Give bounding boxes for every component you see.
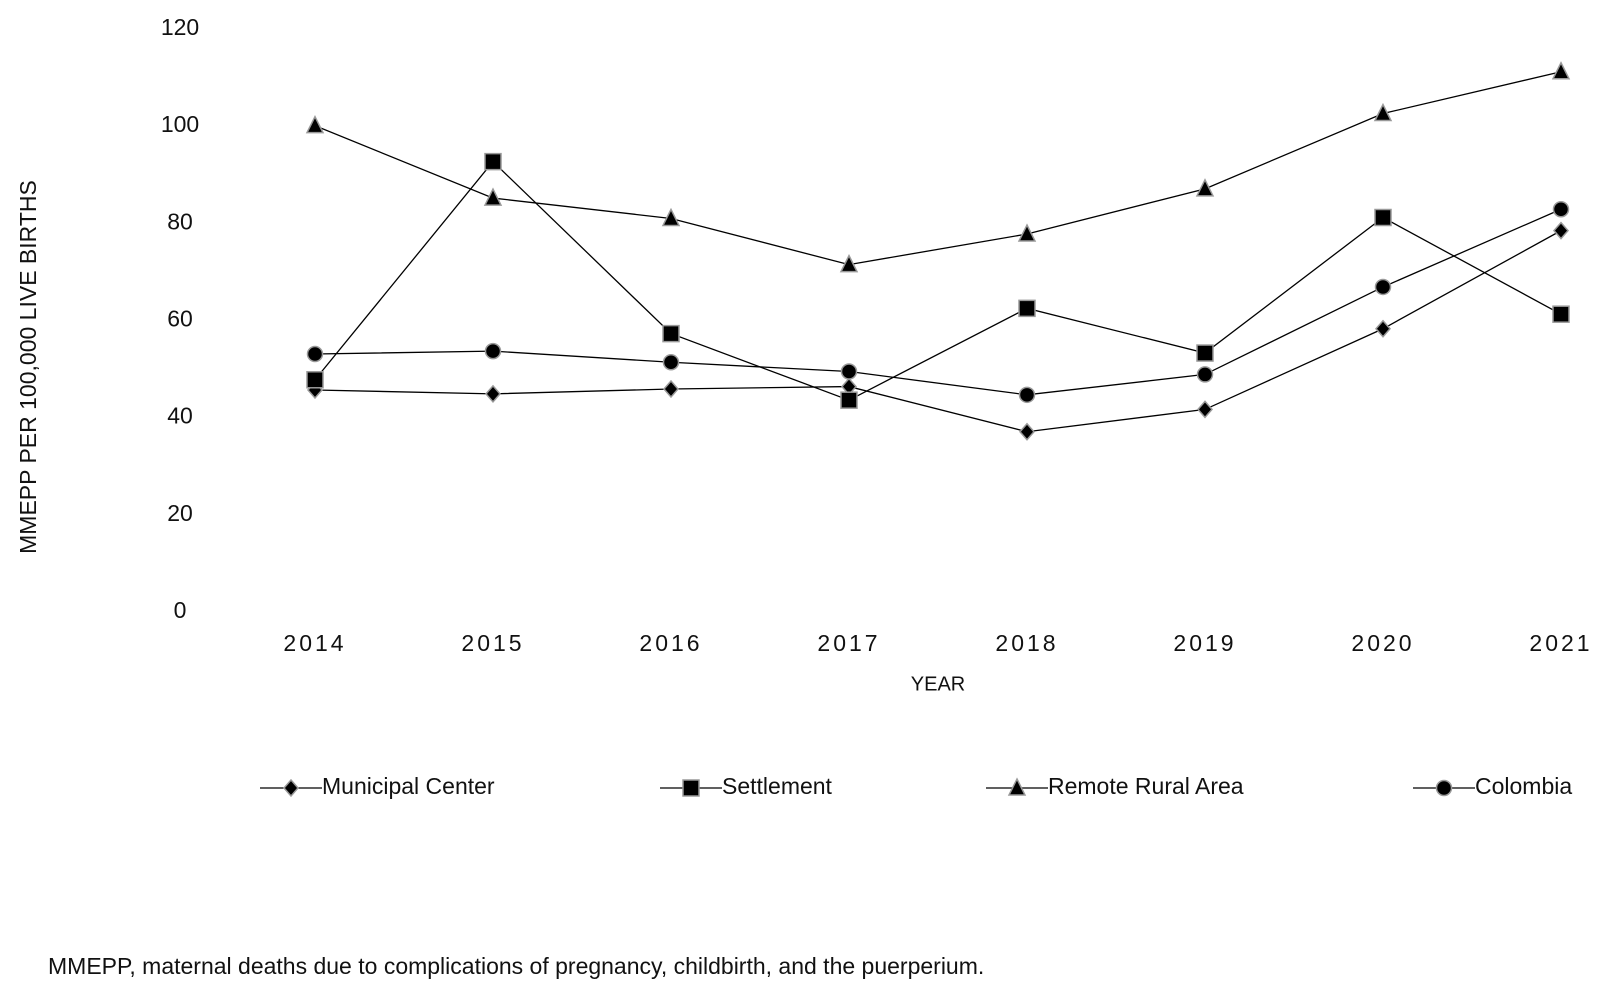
y-tick-label: 0 bbox=[174, 597, 187, 623]
series-line bbox=[314, 160, 1562, 401]
marker bbox=[1017, 223, 1037, 242]
marker bbox=[1373, 102, 1393, 122]
marker bbox=[663, 379, 679, 399]
marker bbox=[662, 354, 680, 371]
marker bbox=[1196, 366, 1214, 383]
series-line bbox=[314, 208, 1562, 396]
marker bbox=[306, 345, 324, 363]
x-tick-label: 2021 bbox=[1529, 630, 1592, 656]
marker bbox=[1374, 278, 1392, 296]
marker bbox=[483, 187, 503, 206]
legend-label: Colombia bbox=[1475, 773, 1572, 799]
marker bbox=[1018, 299, 1036, 318]
legend-marker bbox=[682, 779, 700, 797]
x-tick-label: 2019 bbox=[1173, 630, 1236, 656]
marker bbox=[839, 253, 859, 273]
marker bbox=[306, 371, 324, 389]
x-tick-label: 2015 bbox=[461, 630, 524, 656]
marker bbox=[1018, 386, 1036, 404]
x-tick-label: 2016 bbox=[639, 630, 702, 656]
x-axis-title: YEAR bbox=[911, 673, 965, 695]
y-tick-label: 40 bbox=[167, 403, 193, 429]
legend-label: Municipal Center bbox=[322, 773, 495, 799]
series-line bbox=[314, 71, 1562, 266]
marker bbox=[484, 342, 502, 360]
marker bbox=[484, 152, 502, 171]
legend-label: Remote Rural Area bbox=[1048, 773, 1244, 799]
x-tick-label: 2020 bbox=[1351, 630, 1414, 656]
x-tick-label: 2017 bbox=[817, 630, 880, 656]
legend-marker bbox=[1435, 779, 1453, 797]
marker bbox=[1375, 319, 1391, 338]
series-line bbox=[314, 230, 1562, 433]
marker bbox=[1374, 208, 1392, 227]
marker bbox=[1552, 200, 1570, 218]
marker bbox=[1195, 178, 1215, 197]
marker bbox=[1197, 400, 1213, 419]
marker bbox=[485, 384, 501, 403]
y-tick-label: 20 bbox=[167, 500, 193, 526]
marker bbox=[840, 363, 858, 380]
y-tick-label: 60 bbox=[167, 306, 193, 332]
marker bbox=[1019, 422, 1035, 441]
y-tick-label: 100 bbox=[161, 111, 199, 137]
marker bbox=[305, 115, 325, 134]
y-tick-label: 120 bbox=[161, 14, 199, 40]
marker bbox=[840, 391, 858, 409]
y-tick-label: 80 bbox=[167, 208, 193, 234]
marker bbox=[661, 207, 681, 227]
x-tick-label: 2018 bbox=[995, 630, 1058, 656]
legend-label: Settlement bbox=[722, 773, 833, 799]
y-axis-title: MMEPP PER 100,000 LIVE BIRTHS bbox=[15, 180, 41, 554]
marker bbox=[1553, 221, 1569, 240]
marker bbox=[1551, 61, 1571, 80]
marker bbox=[1196, 344, 1214, 362]
footnote: MMEPP, maternal deaths due to complicati… bbox=[48, 953, 984, 979]
legend-marker bbox=[1007, 777, 1027, 796]
marker bbox=[1552, 305, 1570, 323]
marker bbox=[662, 324, 680, 343]
x-tick-label: 2014 bbox=[283, 630, 346, 656]
legend-marker bbox=[283, 778, 299, 798]
